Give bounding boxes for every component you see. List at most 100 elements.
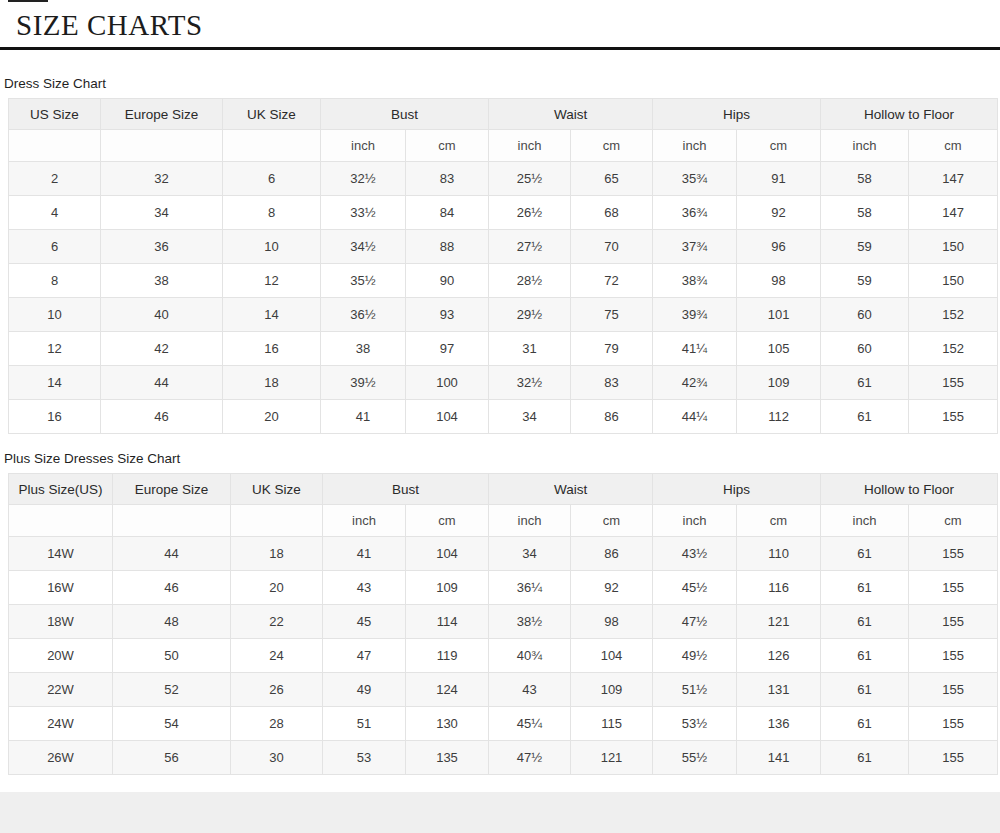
table-row: 26W56305313547½12155½14161155 xyxy=(9,741,998,775)
table-cell: 41 xyxy=(323,537,406,571)
table-cell: 38¾ xyxy=(653,264,737,298)
table-cell: 61 xyxy=(821,366,909,400)
unit-label: inch xyxy=(321,130,406,162)
table-cell: 147 xyxy=(909,196,998,230)
table-cell: 18W xyxy=(9,605,113,639)
table-cell: 16 xyxy=(9,400,101,434)
table-cell: 109 xyxy=(737,366,821,400)
table-cell: 93 xyxy=(406,298,489,332)
table-cell: 43 xyxy=(489,673,571,707)
table-cell: 98 xyxy=(737,264,821,298)
table-cell: 38 xyxy=(101,264,223,298)
table-cell: 43 xyxy=(323,571,406,605)
header-row: US SizeEurope SizeUK SizeBustWaistHipsHo… xyxy=(9,99,998,130)
unit-label: inch xyxy=(821,130,909,162)
table-cell: 112 xyxy=(737,400,821,434)
table-cell: 24 xyxy=(231,639,323,673)
table-cell: 70 xyxy=(571,230,653,264)
table-row: 16W46204310936¼9245½11661155 xyxy=(9,571,998,605)
table-row: 8381235½9028½7238¾9859150 xyxy=(9,264,998,298)
table-row: 232632½8325½6535¾9158147 xyxy=(9,162,998,196)
table-cell: 43½ xyxy=(653,537,737,571)
table-cell: 45¼ xyxy=(489,707,571,741)
measure-header: Hips xyxy=(653,474,821,505)
unit-label: cm xyxy=(909,505,998,537)
table-cell: 126 xyxy=(737,639,821,673)
units-row: inchcminchcminchcminchcm xyxy=(9,130,998,162)
empty-header-cell xyxy=(9,505,113,537)
table-cell: 25½ xyxy=(489,162,571,196)
table-cell: 37¾ xyxy=(653,230,737,264)
table-cell: 75 xyxy=(571,298,653,332)
table-cell: 35½ xyxy=(321,264,406,298)
table-row: 10401436½9329½7539¾10160152 xyxy=(9,298,998,332)
table-cell: 155 xyxy=(909,537,998,571)
table-cell: 84 xyxy=(406,196,489,230)
table-cell: 79 xyxy=(571,332,653,366)
units-row: inchcminchcminchcminchcm xyxy=(9,505,998,537)
table-cell: 53 xyxy=(323,741,406,775)
top-left-mark xyxy=(8,0,48,2)
table-row: 14441839½10032½8342¾10961155 xyxy=(9,366,998,400)
table-cell: 47½ xyxy=(653,605,737,639)
table-cell: 46 xyxy=(113,571,231,605)
title-divider xyxy=(0,47,1000,50)
plus-size-table: Plus Size(US)Europe SizeUK SizeBustWaist… xyxy=(8,473,998,775)
table-cell: 34 xyxy=(489,400,571,434)
table-cell: 152 xyxy=(909,332,998,366)
table-cell: 155 xyxy=(909,741,998,775)
table-cell: 121 xyxy=(571,741,653,775)
table-cell: 39½ xyxy=(321,366,406,400)
table-cell: 44 xyxy=(113,537,231,571)
empty-header-cell xyxy=(113,505,231,537)
table-row: 20W50244711940¾10449½12661155 xyxy=(9,639,998,673)
table-cell: 61 xyxy=(821,741,909,775)
table-cell: 10 xyxy=(223,230,321,264)
table-cell: 22W xyxy=(9,673,113,707)
table-cell: 12 xyxy=(223,264,321,298)
table-cell: 12 xyxy=(9,332,101,366)
table-cell: 61 xyxy=(821,605,909,639)
page-title: SIZE CHARTS xyxy=(16,9,1000,42)
table-cell: 86 xyxy=(571,537,653,571)
table-cell: 29½ xyxy=(489,298,571,332)
table-cell: 38½ xyxy=(489,605,571,639)
table-cell: 34 xyxy=(101,196,223,230)
table-cell: 147 xyxy=(909,162,998,196)
table-cell: 27½ xyxy=(489,230,571,264)
unit-label: inch xyxy=(489,505,571,537)
table-cell: 131 xyxy=(737,673,821,707)
table-cell: 51½ xyxy=(653,673,737,707)
table-cell: 61 xyxy=(821,707,909,741)
table-cell: 42¾ xyxy=(653,366,737,400)
table-cell: 31 xyxy=(489,332,571,366)
table-cell: 53½ xyxy=(653,707,737,741)
table-cell: 92 xyxy=(737,196,821,230)
table-row: 16462041104348644¼11261155 xyxy=(9,400,998,434)
table-cell: 150 xyxy=(909,264,998,298)
table-cell: 50 xyxy=(113,639,231,673)
table-cell: 109 xyxy=(571,673,653,707)
empty-header-cell xyxy=(223,130,321,162)
table-cell: 52 xyxy=(113,673,231,707)
table-cell: 61 xyxy=(821,400,909,434)
measure-header: Waist xyxy=(489,474,653,505)
table-row: 434833½8426½6836¾9258147 xyxy=(9,196,998,230)
table-cell: 14W xyxy=(9,537,113,571)
unit-label: cm xyxy=(406,505,489,537)
table-cell: 20W xyxy=(9,639,113,673)
unit-label: cm xyxy=(406,130,489,162)
table-row: 1242163897317941¼10560152 xyxy=(9,332,998,366)
table-cell: 141 xyxy=(737,741,821,775)
measure-header: Waist xyxy=(489,99,653,130)
table-cell: 32 xyxy=(101,162,223,196)
table-cell: 61 xyxy=(821,571,909,605)
measure-header: Bust xyxy=(321,99,489,130)
measure-header: Hollow to Floor xyxy=(821,99,998,130)
table-cell: 49½ xyxy=(653,639,737,673)
table-cell: 40¾ xyxy=(489,639,571,673)
table-cell: 18 xyxy=(231,537,323,571)
table-cell: 34 xyxy=(489,537,571,571)
table-cell: 155 xyxy=(909,366,998,400)
table-row: 14W441841104348643½11061155 xyxy=(9,537,998,571)
